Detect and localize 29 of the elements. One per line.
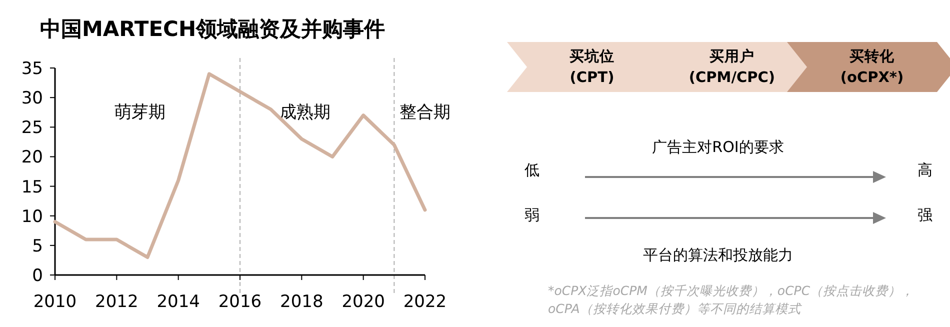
x-tick-label: 2020 xyxy=(342,292,385,312)
text: 弱 xyxy=(524,206,540,224)
category-label: 买转化 (oCPX*) xyxy=(840,48,904,86)
y-tick-label: 5 xyxy=(32,236,43,256)
text: 高 xyxy=(918,161,932,179)
text: *oCPX泛指oCPM（按千次曝光收费），oCPC（按点击收费），oCPA（按转化效果付费）等不同的结算模式 xyxy=(548,282,916,318)
annotation: 萌芽期 xyxy=(114,102,166,123)
annotation: 整合期 xyxy=(400,102,450,123)
text: 平台的算法和投放能力 xyxy=(643,246,793,264)
y-tick-label: 35 xyxy=(21,59,43,79)
category-label: 买坑位 (CPT) xyxy=(570,47,614,86)
y-tick-label: 30 xyxy=(21,88,43,109)
y-tick-label: 0 xyxy=(32,266,43,286)
y-tick-label: 10 xyxy=(21,206,43,227)
text: 广告主对ROI的要求 xyxy=(652,138,784,156)
chart-title: 中国MARTECH领域融资及并购事件 xyxy=(40,17,386,41)
x-tick-label: 2018 xyxy=(280,292,324,312)
x-tick-label: 2012 xyxy=(95,292,138,312)
category-label: 买用户 (CPM/CPC) xyxy=(688,47,776,86)
text: 强 xyxy=(918,206,932,224)
text: 低 xyxy=(524,161,540,179)
annotation: 成熟期 xyxy=(280,102,330,123)
x-tick-label: 2010 xyxy=(33,292,77,312)
x-tick-label: 2014 xyxy=(156,292,200,312)
x-tick-label: 2022 xyxy=(403,292,447,312)
y-tick-label: 15 xyxy=(21,177,43,198)
y-tick-label: 25 xyxy=(21,118,43,138)
y-tick-label: 20 xyxy=(21,148,43,168)
x-tick-label: 2016 xyxy=(218,292,262,312)
